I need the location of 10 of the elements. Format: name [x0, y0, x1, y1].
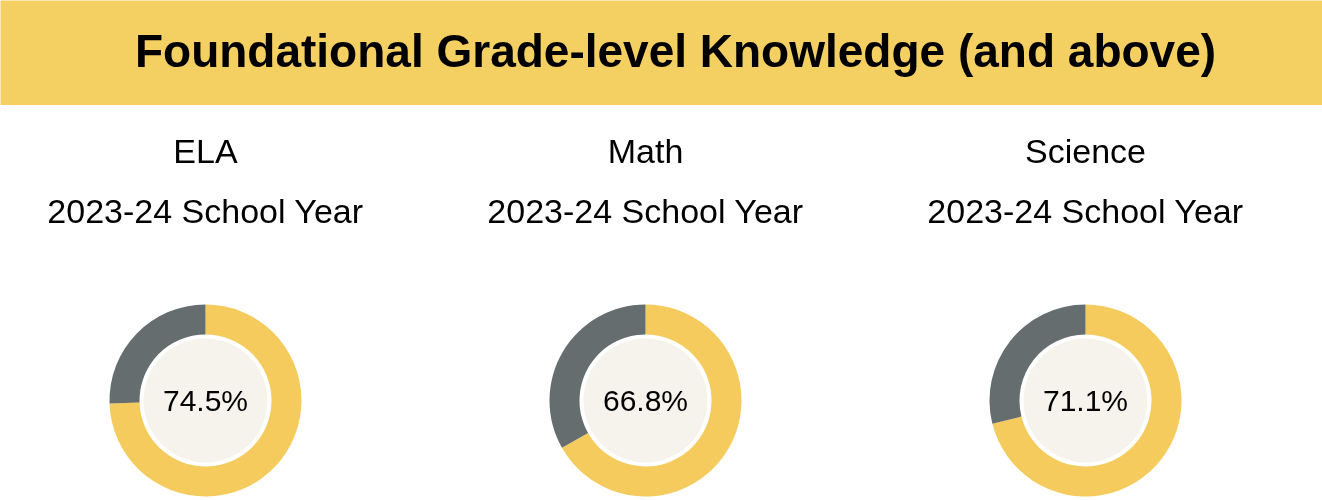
chart-title: Math — [607, 131, 684, 170]
chart-title: Science — [1025, 131, 1146, 170]
data-label: 71.1% — [1042, 384, 1129, 417]
chart-subtitle: 2023-24 School Year — [487, 191, 804, 230]
data-label: 66.8% — [602, 384, 689, 417]
chart-subtitle: 2023-24 School Year — [927, 191, 1244, 230]
chart-subtitle: 2023-24 School Year — [47, 191, 364, 230]
data-label: 74.5% — [162, 384, 249, 417]
chart-title: ELA — [173, 131, 238, 170]
text: Foundational Grade-level Knowledge (and above) — [134, 24, 1217, 77]
